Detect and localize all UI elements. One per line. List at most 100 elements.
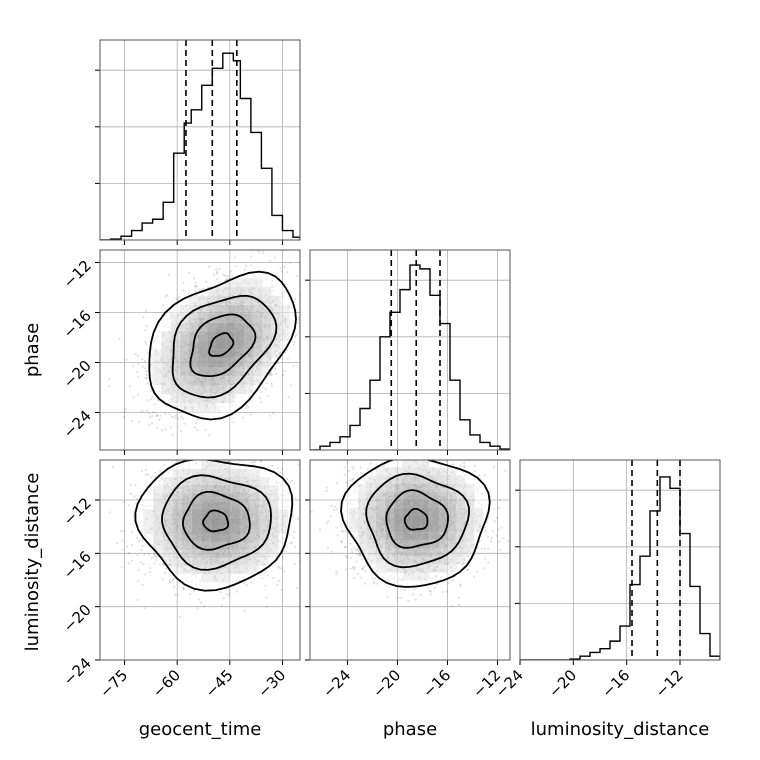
- scatter-point: [231, 439, 233, 441]
- scatter-point: [216, 272, 219, 275]
- scatter-point: [159, 414, 162, 418]
- panel-plot-area: [310, 250, 510, 450]
- scatter-point: [305, 554, 307, 556]
- scatter-point: [321, 331, 323, 333]
- scatter-point: [260, 390, 263, 393]
- scatter-point: [301, 346, 303, 348]
- scatter-point: [147, 473, 150, 476]
- scatter-point: [145, 343, 148, 346]
- scatter-point: [290, 384, 293, 387]
- scatter-point: [121, 548, 124, 551]
- scatter-point: [164, 428, 167, 431]
- scatter-point: [131, 419, 134, 423]
- scatter-point: [280, 588, 283, 591]
- scatter-point: [128, 385, 131, 388]
- scatter-point: [197, 436, 199, 438]
- scatter-point: [140, 410, 143, 413]
- scatter-point: [189, 593, 192, 596]
- scatter-point: [231, 274, 234, 278]
- scatter-point: [140, 548, 143, 552]
- scatter-point: [173, 585, 176, 589]
- scatter-point: [205, 457, 207, 459]
- scatter-point: [222, 597, 225, 600]
- scatter-point: [143, 607, 146, 610]
- y-tick-label: −24: [60, 407, 95, 442]
- scatter-point: [162, 562, 165, 566]
- scatter-point: [297, 321, 300, 325]
- scatter-point: [236, 442, 238, 444]
- scatter-point: [280, 567, 283, 570]
- scatter-point: [303, 476, 305, 478]
- scatter-point: [132, 365, 135, 368]
- scatter-point: [276, 362, 280, 365]
- scatter-point: [129, 492, 132, 495]
- scatter-point: [302, 297, 304, 299]
- scatter-point: [271, 464, 274, 467]
- scatter-point: [200, 601, 203, 605]
- scatter-point: [151, 422, 154, 425]
- scatter-point: [302, 355, 304, 357]
- scatter-point: [196, 418, 199, 421]
- scatter-point: [292, 364, 295, 367]
- scatter-point: [201, 287, 205, 290]
- scatter-point: [340, 549, 342, 551]
- scatter-point: [283, 370, 286, 373]
- scatter-point: [220, 604, 223, 607]
- scatter-point: [203, 605, 206, 608]
- scatter-point: [194, 285, 197, 288]
- y-tick-label: −12: [60, 257, 95, 292]
- panel-2d-1-0: −12−16−20−24: [60, 245, 323, 455]
- scatter-point: [176, 298, 179, 301]
- scatter-point: [194, 281, 197, 284]
- scatter-point: [137, 579, 140, 583]
- scatter-point: [283, 570, 286, 573]
- scatter-point: [302, 361, 304, 363]
- scatter-point: [301, 525, 303, 527]
- scatter-point: [174, 414, 177, 417]
- histogram-step: [100, 52, 300, 240]
- scatter-point: [270, 385, 273, 388]
- scatter-point: [316, 282, 318, 284]
- scatter-point: [345, 609, 347, 611]
- scatter-point: [234, 256, 237, 259]
- panel-plot-area: [100, 245, 323, 450]
- scatter-point: [261, 577, 264, 580]
- scatter-point: [305, 548, 307, 550]
- scatter-point: [296, 274, 299, 277]
- scatter-point: [294, 297, 297, 300]
- scatter-point: [285, 545, 288, 548]
- scatter-point: [301, 547, 303, 549]
- scatter-point: [149, 398, 152, 401]
- scatter-point: [293, 531, 296, 534]
- histogram-step: [310, 264, 510, 450]
- scatter-point: [179, 457, 181, 459]
- scatter-point: [179, 429, 183, 433]
- scatter-point: [272, 412, 275, 415]
- scatter-point: [116, 542, 119, 545]
- scatter-point: [208, 434, 211, 437]
- scatter-point: [287, 396, 290, 399]
- y-tick-label: −16: [60, 307, 95, 342]
- scatter-point: [281, 556, 284, 559]
- panel-plot-area: [100, 40, 300, 240]
- scatter-point: [145, 373, 148, 377]
- scatter-point: [247, 406, 250, 409]
- scatter-point: [245, 437, 247, 439]
- scatter-point: [279, 455, 281, 457]
- scatter-point: [250, 255, 253, 258]
- scatter-point: [270, 373, 273, 376]
- scatter-point: [151, 395, 154, 398]
- scatter-point: [125, 545, 129, 548]
- scatter-point: [148, 412, 151, 415]
- scatter-point: [136, 497, 139, 501]
- scatter-point: [171, 578, 174, 582]
- scatter-point: [169, 581, 172, 584]
- scatter-point: [208, 265, 211, 268]
- scatter-point: [244, 406, 247, 410]
- scatter-point: [144, 329, 147, 332]
- scatter-point: [218, 267, 221, 270]
- scatter-point: [148, 571, 151, 574]
- scatter-point: [136, 536, 139, 540]
- scatter-point: [258, 245, 260, 247]
